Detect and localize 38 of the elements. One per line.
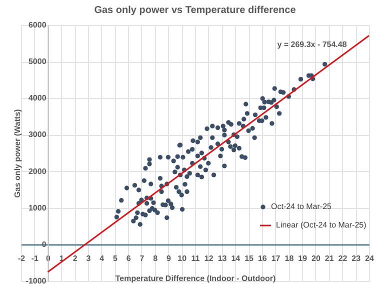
x-tick-label: 8 bbox=[153, 254, 158, 263]
annotation: y = 269.3x - 754.48 bbox=[277, 40, 348, 49]
x-tick-label: 23 bbox=[352, 254, 362, 263]
x-tick-label: 13 bbox=[218, 254, 228, 263]
x-tick-label: 3 bbox=[86, 254, 92, 263]
y-tick-label: 4000 bbox=[28, 94, 47, 103]
legend-label: Linear (Oct-24 to Mar-25) bbox=[276, 220, 367, 230]
x-tick-label: -2 bbox=[18, 254, 26, 263]
x-tick-label: 17 bbox=[271, 254, 281, 263]
x-tick-label: 10 bbox=[178, 254, 188, 263]
y-tick-label: 5000 bbox=[28, 57, 47, 66]
x-tick-label: 14 bbox=[231, 254, 241, 263]
x-tick-label: 19 bbox=[298, 254, 308, 263]
x-axis-title: Temperature Difference (Indoor - Outdoor) bbox=[115, 274, 276, 283]
x-tick-label: 22 bbox=[338, 254, 348, 263]
y-tick-label: 6000 bbox=[28, 20, 47, 30]
y-tick-label: -1000 bbox=[26, 276, 47, 286]
x-tick-label: 16 bbox=[258, 254, 268, 263]
x-tick-label: 24 bbox=[365, 254, 374, 263]
x-tick-label: -1 bbox=[31, 254, 39, 263]
y-axis-title: Gas only power (Watts) bbox=[12, 108, 22, 198]
x-tick-label: 18 bbox=[284, 254, 294, 263]
y-tick-label: 1000 bbox=[28, 203, 47, 212]
legend-label: Oct-24 to Mar-25 bbox=[271, 202, 332, 211]
x-tick-label: 4 bbox=[100, 254, 105, 263]
x-tick-label: 6 bbox=[126, 254, 132, 263]
x-tick-label: 9 bbox=[166, 254, 172, 263]
x-tick-label: 21 bbox=[324, 254, 334, 263]
y-tick-label: 3000 bbox=[28, 130, 47, 140]
x-tick-label: 5 bbox=[112, 254, 118, 263]
x-tick-label: 15 bbox=[244, 254, 254, 263]
chart-title: Gas only power vs Temperature difference bbox=[94, 5, 296, 16]
x-tick-label: 20 bbox=[312, 254, 321, 263]
x-tick-label: 11 bbox=[191, 254, 200, 263]
x-tick-label: 12 bbox=[204, 254, 214, 263]
x-tick-label: 7 bbox=[140, 254, 145, 263]
y-tick-label: 2000 bbox=[28, 166, 47, 176]
x-tick-label: 2 bbox=[72, 254, 78, 263]
